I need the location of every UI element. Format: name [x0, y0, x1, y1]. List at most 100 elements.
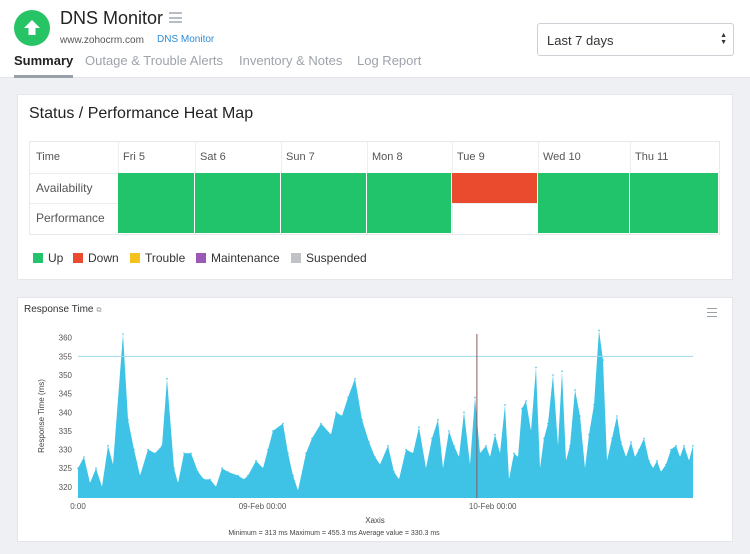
heatmap-cell-up[interactable] — [630, 203, 719, 233]
response-time-point — [656, 459, 658, 462]
period-select[interactable]: Last 7 days ▲ ▼ — [537, 23, 734, 56]
heatmap-time-header: Time — [36, 151, 61, 163]
response-time-point — [292, 474, 294, 477]
response-time-point — [463, 411, 465, 414]
response-time-chart: 320 325 330 335 340 345 350 355 360 0:00 09-Feb 00… — [37, 329, 694, 537]
tab-inventory-notes[interactable]: Inventory & Notes — [239, 53, 343, 68]
response-time-point — [458, 456, 460, 458]
hamburger-menu-icon[interactable] — [169, 12, 182, 23]
heatmap-cell-up[interactable] — [118, 173, 195, 203]
heatmap-table: Time Fri 5 Sat 6 Sun 7 Mon 8 Tue 9 Wed 10 Thu 1… — [29, 141, 720, 235]
external-link-icon[interactable]: ⧉ — [96, 307, 102, 314]
legend-swatch — [33, 253, 43, 263]
response-time-point — [504, 404, 506, 406]
response-time-point — [547, 422, 549, 425]
up-arrow-icon — [14, 10, 50, 46]
heatmap-title: Status / Performance Heat Map — [29, 105, 254, 122]
response-time-point — [565, 459, 567, 462]
response-time-point — [133, 448, 135, 451]
response-time-point — [243, 478, 245, 481]
response-time-point — [247, 474, 249, 477]
legend-item-suspended[interactable]: Suspended — [291, 251, 367, 265]
response-time-point — [95, 467, 97, 469]
chart-menu-icon[interactable] — [707, 308, 717, 317]
response-time-point — [588, 433, 590, 436]
response-time-point — [320, 422, 322, 425]
heatmap-cell-up[interactable] — [538, 203, 630, 233]
legend-label: Trouble — [145, 251, 186, 265]
response-time-point — [272, 430, 274, 432]
response-time-point — [139, 474, 141, 477]
heatmap-cell-up[interactable] — [281, 173, 367, 203]
response-time-point — [311, 437, 313, 440]
tab-log-report[interactable]: Log Report — [357, 53, 422, 68]
legend-item-down[interactable]: Down — [73, 251, 119, 265]
y-tick-label: 330 — [59, 446, 73, 455]
response-time-point — [341, 415, 343, 417]
response-time-point — [127, 418, 129, 421]
response-time-point — [398, 478, 400, 481]
response-time-point — [453, 445, 455, 447]
heatmap-cell-up[interactable] — [538, 173, 630, 203]
response-time-point — [374, 456, 376, 458]
x-tick-label: 10-Feb 00:00 — [469, 502, 517, 511]
heatmap-cell-up[interactable] — [195, 203, 281, 233]
response-time-point — [494, 433, 496, 436]
response-time-point — [393, 471, 395, 473]
response-time-point — [83, 456, 85, 458]
response-time-point — [166, 377, 168, 380]
response-time-point — [584, 467, 586, 469]
legend-swatch — [73, 253, 83, 263]
legend-swatch — [196, 253, 206, 263]
heatmap-cell-up[interactable] — [118, 203, 195, 233]
response-time-point — [508, 478, 510, 481]
response-time-point — [602, 359, 604, 361]
x-axis-label: Xaxis — [365, 516, 385, 525]
heatmap-row-label: Performance — [36, 211, 105, 225]
legend-label: Suspended — [306, 251, 367, 265]
legend-item-up[interactable]: Up — [33, 251, 63, 265]
response-time-point — [616, 415, 618, 417]
response-time-point — [593, 404, 595, 406]
response-time-point — [611, 437, 613, 440]
heatmap-cell-up[interactable] — [630, 173, 719, 203]
period-select-value: Last 7 days — [547, 33, 614, 48]
monitor-url: www.zohocrm.com — [60, 35, 144, 46]
heatmap-cell-up[interactable] — [281, 203, 367, 233]
heatmap-cell-down[interactable] — [452, 173, 538, 203]
legend-item-trouble[interactable]: Trouble — [130, 251, 185, 265]
response-time-point — [535, 366, 537, 369]
response-time-point — [330, 433, 332, 436]
response-time-point — [665, 463, 667, 466]
y-tick-label: 350 — [59, 371, 73, 380]
response-time-point — [675, 445, 677, 447]
heatmap-day-header: Sat 6 — [200, 151, 226, 163]
response-time-point — [561, 370, 563, 373]
page-title: DNS Monitor — [60, 8, 164, 28]
heatmap-cell-up[interactable] — [367, 203, 452, 233]
heatmap-cell-up[interactable] — [367, 173, 452, 203]
response-time-point — [267, 448, 269, 451]
response-time-point — [227, 471, 229, 473]
response-time-point — [525, 400, 527, 402]
tab-summary[interactable]: Summary — [14, 53, 74, 78]
response-time-point — [606, 459, 608, 462]
response-time-point — [660, 471, 662, 473]
tab-outage-trouble-alerts[interactable]: Outage & Trouble Alerts — [85, 53, 224, 68]
response-time-point — [387, 445, 389, 447]
response-time-point — [634, 456, 636, 458]
heatmap-cell-up[interactable] — [195, 173, 281, 203]
response-time-point — [297, 489, 299, 492]
response-time-point — [89, 482, 91, 484]
legend-item-maintenance[interactable]: Maintenance — [196, 251, 280, 265]
response-time-point — [539, 467, 541, 469]
monitor-type-link[interactable]: DNS Monitor — [157, 34, 215, 45]
response-time-point — [122, 333, 124, 335]
heatmap-day-header: Sun 7 — [286, 151, 315, 163]
response-time-point — [437, 418, 439, 421]
x-tick-label: 09-Feb 00:00 — [239, 502, 287, 511]
response-time-point — [221, 467, 223, 469]
response-time-point — [448, 430, 450, 432]
response-time-point — [147, 448, 149, 451]
response-time-point — [255, 459, 257, 462]
